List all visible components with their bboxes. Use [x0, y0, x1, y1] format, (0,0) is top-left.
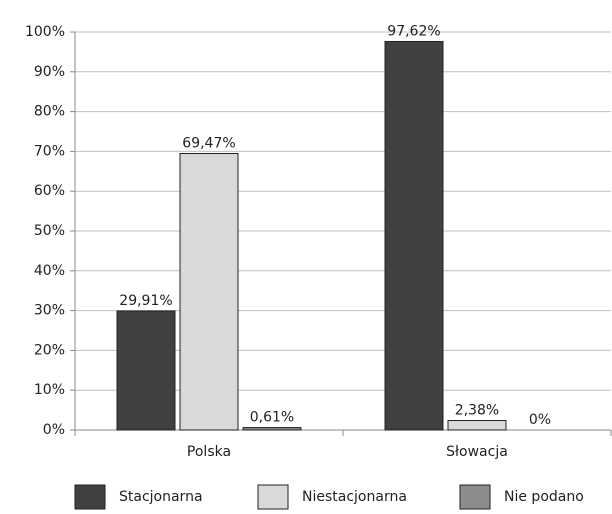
legend-label: Niestacjonarna [302, 489, 407, 505]
y-tick-label: 50% [34, 223, 65, 239]
x-tick-label: Słowacja [446, 444, 508, 460]
y-tick-label: 100% [25, 24, 65, 40]
y-tick-label: 0% [43, 422, 65, 438]
value-label: 97,62% [387, 23, 440, 39]
y-tick-label: 10% [34, 382, 65, 398]
y-tick-label: 30% [34, 303, 65, 319]
y-tick-label: 80% [34, 104, 65, 120]
legend-label: Stacjonarna [119, 489, 203, 505]
legend-label: Nie podano [504, 489, 584, 505]
legend-swatch [257, 484, 289, 510]
bar [116, 310, 176, 431]
value-label: 2,38% [455, 403, 499, 419]
bar [447, 420, 507, 431]
value-label: 0,61% [250, 410, 294, 426]
bar [242, 427, 302, 431]
legend-swatch [459, 484, 491, 510]
y-tick-label: 70% [34, 143, 65, 159]
bar [384, 40, 444, 431]
legend-swatch [74, 484, 106, 510]
value-label: 29,91% [119, 293, 172, 309]
y-tick-label: 40% [34, 263, 65, 279]
y-tick-label: 90% [34, 64, 65, 80]
bar [179, 153, 239, 431]
value-label: 69,47% [182, 136, 235, 152]
x-tick-label: Polska [187, 444, 231, 460]
value-label: 0% [529, 412, 551, 428]
y-tick-label: 20% [34, 342, 65, 358]
y-tick-label: 60% [34, 183, 65, 199]
